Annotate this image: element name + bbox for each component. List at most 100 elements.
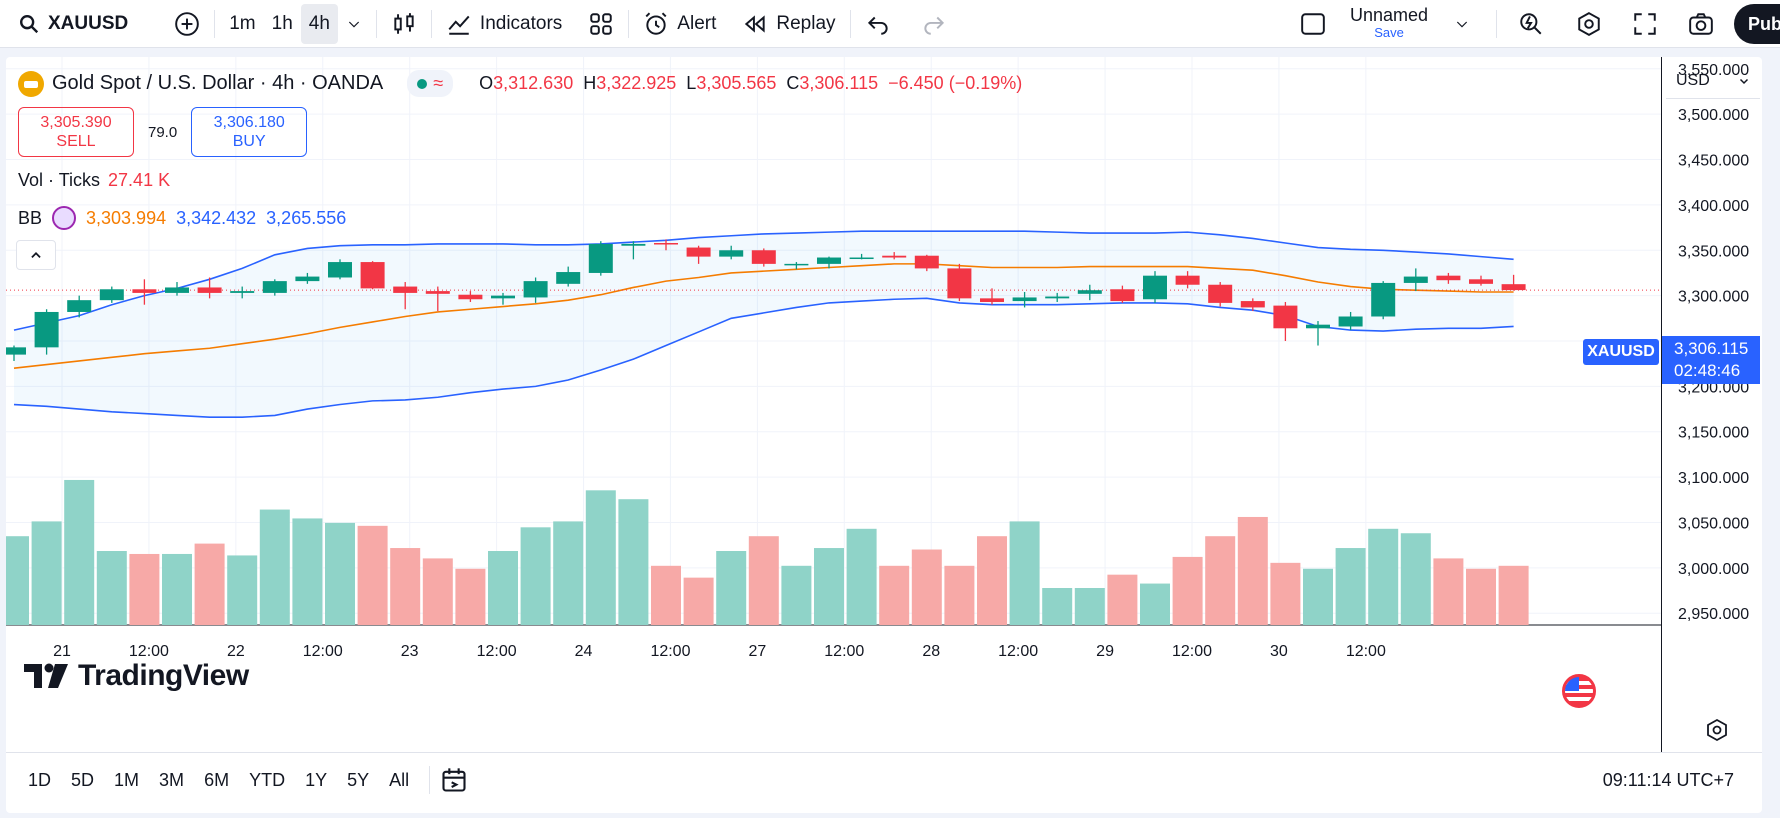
volume-bar: [1205, 536, 1236, 625]
save-label[interactable]: Save: [1374, 25, 1404, 41]
volume-bar: [129, 553, 160, 625]
layout-name[interactable]: Unnamed Save: [1342, 4, 1478, 44]
volume-value: 27.41 K: [108, 170, 171, 190]
price-tick-label: 2,950.000: [1678, 606, 1749, 623]
plus-circle-icon: [175, 11, 200, 36]
toolbar-divider: [375, 9, 377, 38]
interval-1h[interactable]: 1h: [271, 12, 293, 34]
volume-bar: [1042, 588, 1073, 625]
price-chart[interactable]: 3,550.000 3,500.000 3,450.000 3,400.000 3,35…: [6, 57, 1762, 752]
redo-button[interactable]: [913, 4, 955, 44]
symbol-price-tag: XAUUSD: [1583, 339, 1659, 365]
range-5y[interactable]: 5Y: [347, 769, 370, 790]
range-1m[interactable]: 1M: [114, 769, 140, 790]
candle-body: [393, 286, 418, 293]
currency-selector[interactable]: USD: [1666, 63, 1760, 99]
time-tick-label: 12:00: [129, 643, 169, 660]
replay-button[interactable]: Replay: [734, 4, 843, 44]
alert-button[interactable]: Alert: [635, 4, 724, 44]
settings-button[interactable]: [1568, 4, 1610, 44]
volume-bar: [1498, 565, 1529, 625]
chevron-down-icon: [348, 21, 360, 28]
candle-body: [1338, 316, 1363, 327]
toolbar-divider: [628, 9, 630, 38]
buy-button[interactable]: 3,306.180 BUY: [191, 107, 308, 157]
time-tick-label: 22: [227, 643, 245, 660]
volume-bar: [1172, 556, 1203, 625]
fullscreen-button[interactable]: [1624, 4, 1666, 44]
volume-bar: [194, 543, 225, 625]
symbol-search[interactable]: XAUUSD: [10, 4, 136, 44]
candle-body: [165, 287, 189, 293]
volume-bar: [455, 568, 486, 625]
candle-body: [556, 272, 581, 284]
volume-bar: [1237, 516, 1268, 625]
bollinger-fill: [14, 231, 1514, 418]
volume-bar: [64, 479, 95, 625]
quick-search-button[interactable]: [1510, 4, 1552, 44]
market-open-dot: [417, 78, 428, 89]
volume-bar: [6, 536, 29, 625]
market-status-badge[interactable]: ≈: [407, 70, 454, 97]
candle-body: [1306, 324, 1330, 329]
undo-button[interactable]: [857, 4, 899, 44]
price-tick-label: 3,350.000: [1678, 243, 1749, 260]
candle-body: [230, 291, 255, 293]
time-tick-label: 30: [1270, 643, 1288, 660]
interval-1m[interactable]: 1m: [229, 12, 256, 34]
compare-button[interactable]: [166, 4, 208, 44]
clock-timezone[interactable]: 09:11:14 UTC+7: [1602, 769, 1734, 790]
volume-bar: [259, 509, 290, 625]
range-1y[interactable]: 1Y: [305, 769, 328, 790]
tradingview-logo[interactable]: TradingView: [22, 659, 249, 693]
volume-bar: [31, 521, 62, 625]
volume-legend[interactable]: Vol · Ticks 27.41 K: [18, 170, 170, 191]
candle-body: [1240, 301, 1265, 308]
volume-bar: [814, 548, 844, 625]
layouts-button[interactable]: [580, 4, 622, 44]
candle-body: [6, 347, 26, 355]
candle-body: [360, 262, 385, 289]
current-price: 3,306.115: [1674, 338, 1749, 358]
time-tick-label: 12:00: [1346, 643, 1386, 660]
candle-body: [1436, 275, 1461, 281]
tradingview-logo-icon: [24, 663, 68, 688]
collapse-legend-button[interactable]: [16, 240, 56, 270]
brand-name: TradingView: [78, 659, 249, 692]
us-flag-icon[interactable]: [1562, 674, 1596, 708]
range-ytd[interactable]: YTD: [249, 769, 286, 790]
chart-pane[interactable]: [6, 57, 1762, 813]
close-value: 3,306.115: [799, 73, 879, 93]
candle-body: [621, 243, 646, 246]
volume-bar: [1368, 528, 1399, 625]
volume-bar: [977, 536, 1007, 625]
candle-body: [849, 257, 874, 260]
interval-4h[interactable]: 4h: [300, 3, 338, 44]
bollinger-legend[interactable]: BB 3,303.994 3,342.432 3,265.556: [18, 206, 346, 230]
range-1d[interactable]: 1D: [28, 769, 52, 790]
axis-settings-icon[interactable]: [1705, 718, 1729, 742]
sell-button[interactable]: 3,305.390 SELL: [18, 107, 134, 157]
range-6m[interactable]: 6M: [204, 769, 230, 790]
layout-checkbox[interactable]: [1292, 4, 1334, 44]
snapshot-button[interactable]: [1680, 4, 1722, 44]
high-key: H: [583, 73, 597, 93]
range-3m[interactable]: 3M: [159, 769, 185, 790]
calendar-goto-icon[interactable]: [440, 766, 468, 794]
candle-body: [34, 311, 59, 348]
indicators-button[interactable]: Indicators: [438, 4, 570, 44]
interval-dropdown[interactable]: [338, 4, 370, 44]
range-5d[interactable]: 5D: [71, 769, 95, 790]
volume-bar: [846, 528, 877, 625]
indicators-icon: [448, 15, 470, 35]
volume-bar: [651, 565, 681, 625]
candle-body: [914, 255, 939, 269]
chart-type-button[interactable]: [383, 4, 425, 44]
range-all[interactable]: All: [389, 769, 410, 790]
publish-button[interactable]: Pub: [1734, 4, 1780, 44]
volume-bar: [162, 553, 192, 625]
symbol-title[interactable]: Gold Spot / U.S. Dollar · 4h · OANDA: [52, 72, 384, 94]
bollinger-upper-line: [13, 230, 1514, 331]
time-tick-label: 29: [1096, 643, 1114, 660]
price-tick-label: 3,000.000: [1678, 561, 1749, 578]
